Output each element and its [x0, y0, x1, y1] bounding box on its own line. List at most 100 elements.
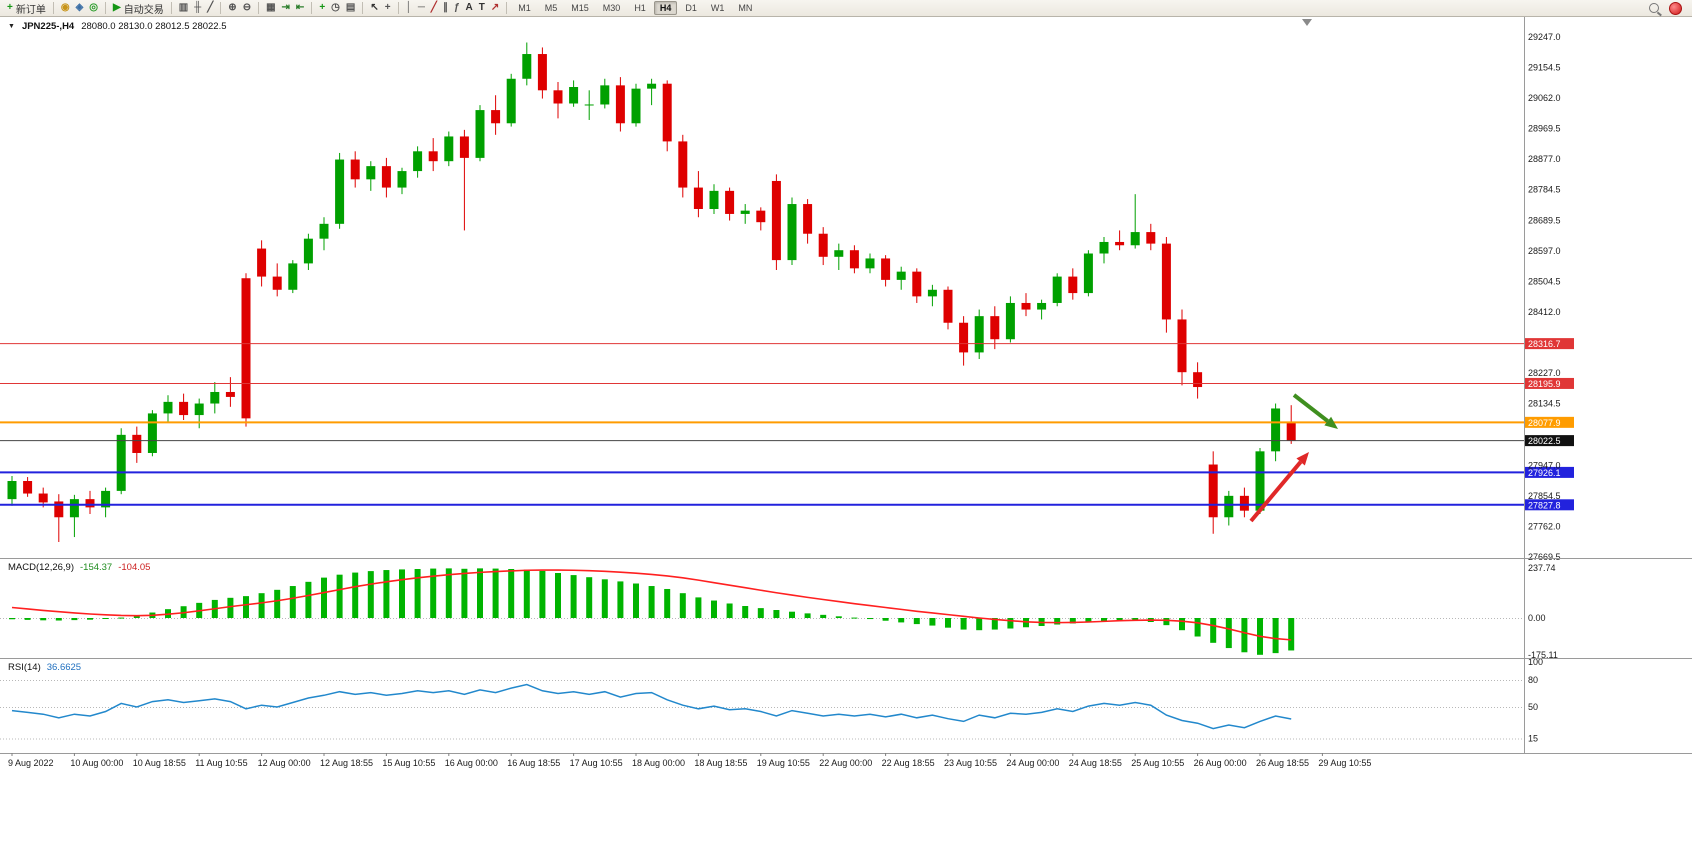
svg-text:28689.5: 28689.5: [1528, 216, 1561, 226]
rsi-value: 36.6625: [46, 662, 82, 673]
arrows-tool-button[interactable]: ↗: [488, 1, 502, 16]
macd-title: MACD(12,26,9) -154.37 -104.05: [8, 562, 150, 573]
text-label-button[interactable]: T: [476, 1, 488, 16]
channel-icon: ∥: [442, 2, 448, 13]
timeframe-mn-button[interactable]: MN: [738, 3, 753, 13]
horizontal-line-button[interactable]: ─: [415, 1, 428, 16]
trendline-button[interactable]: ╱: [428, 1, 440, 16]
bar-chart-button[interactable]: ▥: [176, 1, 191, 16]
price-axis[interactable]: 29247.0 29154.5 29062.0 28969.5 28877.0 28784…: [1528, 32, 1561, 562]
indicators-button[interactable]: +: [316, 1, 328, 16]
svg-text:27827.8: 27827.8: [1528, 500, 1561, 510]
chart-shift-marker-icon[interactable]: [1302, 19, 1312, 26]
candles: [7, 42, 1296, 542]
tile-windows-button[interactable]: ▦: [263, 1, 278, 16]
toolbar-separator: [258, 2, 260, 14]
annotations[interactable]: [1249, 393, 1338, 523]
vertical-line-button[interactable]: │: [403, 1, 415, 16]
time-axis[interactable]: 9 Aug 2022 10 Aug 00:00 10 Aug 18:55 11 Aug…: [8, 753, 1371, 768]
templates-icon: ▤: [345, 2, 356, 13]
autotrading-icon: ▶: [113, 2, 121, 13]
auto-scroll-button[interactable]: ⇥: [279, 1, 293, 16]
zoom-in-icon: ⊕: [228, 2, 237, 13]
green-arrow-annotation[interactable]: [1292, 393, 1338, 429]
price-tag: 27827.8: [1524, 499, 1574, 511]
fibonacci-button[interactable]: ƒ: [451, 1, 463, 16]
chart-shift-button[interactable]: ⇤: [293, 1, 307, 16]
svg-text:29062.0: 29062.0: [1528, 93, 1561, 103]
toolbar-separator: [52, 2, 54, 14]
svg-text:23 Aug 10:55: 23 Aug 10:55: [944, 758, 997, 768]
timeframe-d1-button[interactable]: D1: [685, 3, 697, 13]
zoom-in-button[interactable]: ⊕: [225, 1, 239, 16]
svg-text:237.74: 237.74: [1528, 563, 1556, 573]
timeframe-m5-button[interactable]: M5: [544, 3, 558, 13]
trendline-icon: ╱: [430, 2, 437, 13]
timeframe-m15-button[interactable]: M15: [571, 3, 589, 13]
market-watch-icon: ◉: [60, 2, 70, 13]
red-arrow-annotation[interactable]: [1249, 452, 1309, 523]
timeframe-m30-button[interactable]: M30: [602, 3, 621, 13]
horizontal-line-icon: ─: [417, 2, 425, 13]
svg-text:27854.5: 27854.5: [1528, 491, 1561, 501]
svg-text:24 Aug 00:00: 24 Aug 00:00: [1006, 758, 1059, 768]
svg-text:26 Aug 18:55: 26 Aug 18:55: [1256, 758, 1309, 768]
timeframe-w1-button[interactable]: W1: [710, 3, 725, 13]
new-order-label: 新订单: [15, 4, 46, 16]
svg-text:22 Aug 00:00: 22 Aug 00:00: [819, 758, 872, 768]
line-chart-icon: ╱: [207, 2, 214, 13]
price-tag: 28316.7: [1524, 338, 1574, 350]
toolbar-separator: [397, 2, 399, 14]
autotrading-label: 自动交易: [123, 4, 164, 16]
svg-text:10 Aug 18:55: 10 Aug 18:55: [133, 758, 186, 768]
zoom-out-button[interactable]: ⊖: [240, 1, 254, 16]
search-icon[interactable]: [1649, 3, 1659, 13]
macd-axis[interactable]: 237.74 0.00 -175.11: [1528, 563, 1558, 660]
svg-text:17 Aug 10:55: 17 Aug 10:55: [570, 758, 623, 768]
templates-button[interactable]: ▤: [343, 1, 358, 16]
indicator-level-lines: [0, 618, 1524, 740]
candlestick-chart-icon: ╫: [194, 2, 202, 13]
toolbar-separator: [311, 2, 313, 14]
rsi-axis[interactable]: 100 80 50 15: [1528, 657, 1543, 744]
panel-separators[interactable]: [0, 17, 1692, 754]
crosshair-button[interactable]: +: [382, 1, 394, 16]
channel-button[interactable]: ∥: [440, 1, 451, 16]
chart-symbol-period: JPN225-,H4: [21, 21, 75, 32]
line-chart-button[interactable]: ╱: [204, 1, 216, 16]
navigator-button[interactable]: ◎: [86, 1, 101, 16]
timeframe-h4-button[interactable]: H4: [653, 1, 678, 15]
periods-button[interactable]: ◷: [328, 1, 343, 16]
svg-text:27669.5: 27669.5: [1528, 552, 1561, 562]
data-window-icon: ◈: [75, 2, 84, 13]
horizontal-lines[interactable]: 28316.7 28195.9 28077.9 28022.5 27926.1 27827…: [0, 338, 1574, 511]
chart-shift-icon: ⇤: [295, 2, 305, 13]
svg-text:16 Aug 00:00: 16 Aug 00:00: [445, 758, 498, 768]
cursor-icon: ↖: [370, 2, 379, 13]
svg-text:10 Aug 00:00: 10 Aug 00:00: [70, 758, 123, 768]
timeframe-m1-button[interactable]: M1: [518, 3, 531, 13]
autotrading-button[interactable]: ▶ 自动交易: [110, 1, 167, 16]
price-tag: 27926.1: [1524, 466, 1574, 478]
macd-main-value: -154.37: [80, 562, 113, 573]
svg-text:28969.5: 28969.5: [1528, 123, 1561, 133]
macd-signal-line: [11, 569, 1292, 641]
macd-signal-value: -104.05: [118, 562, 151, 573]
timeframe-h1-button[interactable]: H1: [634, 3, 646, 13]
macd-histogram: [9, 568, 1295, 655]
zoom-out-icon: ⊖: [242, 2, 252, 13]
cursor-button[interactable]: ↖: [367, 1, 381, 16]
svg-text:15 Aug 10:55: 15 Aug 10:55: [382, 758, 435, 768]
market-watch-button[interactable]: ◉: [58, 1, 73, 16]
notifications-badge-icon[interactable]: [1669, 1, 1682, 15]
candlestick-chart-button[interactable]: ╫: [191, 1, 204, 16]
new-order-button[interactable]: + 新订单: [4, 1, 49, 16]
text-button[interactable]: A: [463, 1, 476, 16]
price-tag: 28022.5: [1524, 435, 1574, 447]
fibonacci-icon: ƒ: [453, 2, 460, 13]
data-window-button[interactable]: ◈: [73, 1, 87, 16]
svg-text:29154.5: 29154.5: [1528, 62, 1561, 72]
svg-text:27926.1: 27926.1: [1528, 468, 1561, 478]
